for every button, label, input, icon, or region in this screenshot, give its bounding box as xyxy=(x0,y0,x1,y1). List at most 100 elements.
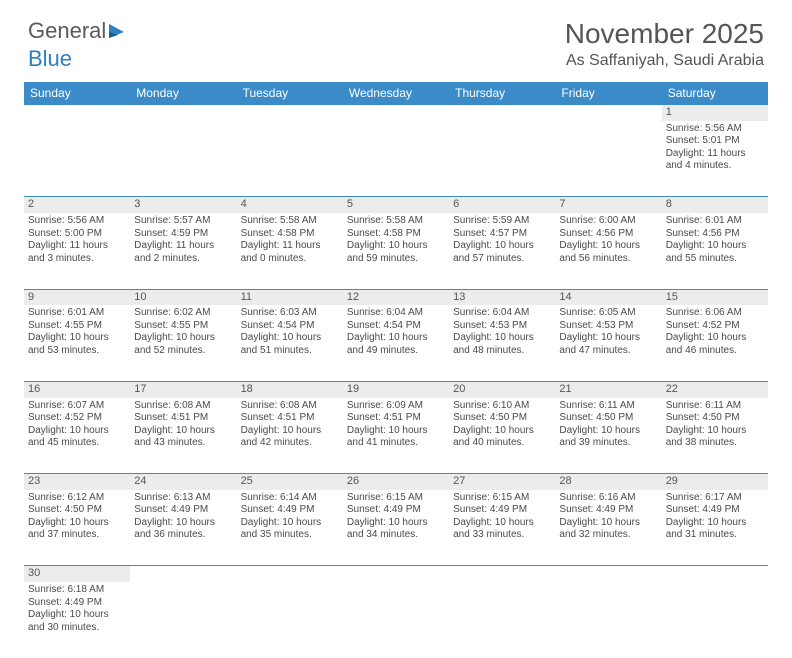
empty-cell xyxy=(343,582,449,658)
sunset-line: Sunset: 4:50 PM xyxy=(28,504,126,517)
sunset-line: Sunset: 4:56 PM xyxy=(559,228,657,241)
sunrise-line: Sunrise: 6:13 AM xyxy=(134,492,232,505)
sunset-line: Sunset: 4:49 PM xyxy=(559,504,657,517)
day-cell: Sunrise: 5:59 AMSunset: 4:57 PMDaylight:… xyxy=(449,213,555,289)
daylight-line: Daylight: 10 hours and 31 minutes. xyxy=(666,517,764,542)
sunset-line: Sunset: 4:51 PM xyxy=(347,412,445,425)
day-number: 15 xyxy=(662,289,768,305)
day-cell: Sunrise: 6:04 AMSunset: 4:53 PMDaylight:… xyxy=(449,305,555,381)
day-cell: Sunrise: 5:58 AMSunset: 4:58 PMDaylight:… xyxy=(237,213,343,289)
daylight-line: Daylight: 10 hours and 46 minutes. xyxy=(666,332,764,357)
sunrise-line: Sunrise: 6:07 AM xyxy=(28,400,126,413)
sunrise-line: Sunrise: 6:09 AM xyxy=(347,400,445,413)
daylight-line: Daylight: 10 hours and 49 minutes. xyxy=(347,332,445,357)
day-cell: Sunrise: 6:08 AMSunset: 4:51 PMDaylight:… xyxy=(130,398,236,474)
daylight-line: Daylight: 10 hours and 52 minutes. xyxy=(134,332,232,357)
empty-cell xyxy=(237,582,343,658)
day-cell: Sunrise: 6:15 AMSunset: 4:49 PMDaylight:… xyxy=(343,490,449,566)
sunset-line: Sunset: 4:50 PM xyxy=(666,412,764,425)
data-row: Sunrise: 5:56 AMSunset: 5:01 PMDaylight:… xyxy=(24,121,768,197)
empty-cell xyxy=(237,105,343,121)
day-number: 21 xyxy=(555,381,661,397)
day-number: 13 xyxy=(449,289,555,305)
data-row: Sunrise: 5:56 AMSunset: 5:00 PM Daylight:… xyxy=(24,213,768,289)
day-number: 8 xyxy=(662,197,768,213)
daylight-line: Daylight: 10 hours and 36 minutes. xyxy=(134,517,232,542)
daylight-line: Daylight: 10 hours and 35 minutes. xyxy=(241,517,339,542)
sunrise-line: Sunrise: 5:56 AM xyxy=(666,123,764,136)
sunrise-line: Sunrise: 5:58 AM xyxy=(347,215,445,228)
daylight-line: Daylight: 10 hours and 39 minutes. xyxy=(559,425,657,450)
day-number: 11 xyxy=(237,289,343,305)
daylight-line: Daylight: 10 hours and 59 minutes. xyxy=(347,240,445,265)
empty-cell xyxy=(237,566,343,582)
day-cell: Sunrise: 5:56 AMSunset: 5:01 PMDaylight:… xyxy=(662,121,768,197)
daynum-row: 30 xyxy=(24,566,768,582)
day-cell: Sunrise: 5:57 AMSunset: 4:59 PMDaylight:… xyxy=(130,213,236,289)
day-cell: Sunrise: 6:04 AMSunset: 4:54 PMDaylight:… xyxy=(343,305,449,381)
day-number: 7 xyxy=(555,197,661,213)
sunset-line: Sunset: 4:54 PM xyxy=(241,320,339,333)
daynum-row: 1 xyxy=(24,105,768,121)
sunrise-line: Sunrise: 6:18 AM xyxy=(28,584,126,597)
daynum-row: 16171819202122 xyxy=(24,381,768,397)
day-cell: Sunrise: 6:11 AMSunset: 4:50 PMDaylight:… xyxy=(555,398,661,474)
sunrise-line: Sunrise: 5:56 AM xyxy=(28,215,126,228)
sunset-line: Sunset: 4:52 PM xyxy=(28,412,126,425)
day-number: 12 xyxy=(343,289,449,305)
day-cell: Sunrise: 5:56 AMSunset: 5:00 PMDaylight:… xyxy=(24,213,130,289)
data-row: Sunrise: 6:01 AMSunset: 4:55 PMDaylight:… xyxy=(24,305,768,381)
day-cell: Sunrise: 6:00 AMSunset: 4:56 PMDaylight:… xyxy=(555,213,661,289)
empty-cell xyxy=(449,566,555,582)
daylight-line: Daylight: 10 hours and 47 minutes. xyxy=(559,332,657,357)
sunset-line: Sunset: 5:00 PM xyxy=(28,228,126,241)
empty-cell xyxy=(343,105,449,121)
day-cell: Sunrise: 6:10 AMSunset: 4:50 PMDaylight:… xyxy=(449,398,555,474)
sunset-line: Sunset: 4:49 PM xyxy=(28,597,126,610)
daynum-row: 2345678 xyxy=(24,197,768,213)
empty-cell xyxy=(555,582,661,658)
sunrise-line: Sunrise: 6:14 AM xyxy=(241,492,339,505)
day-number: 20 xyxy=(449,381,555,397)
empty-cell xyxy=(130,582,236,658)
empty-cell xyxy=(130,105,236,121)
sunset-line: Sunset: 4:58 PM xyxy=(241,228,339,241)
day-number: 4 xyxy=(237,197,343,213)
sunset-line: Sunset: 4:49 PM xyxy=(453,504,551,517)
data-row: Sunrise: 6:12 AMSunset: 4:50 PMDaylight:… xyxy=(24,490,768,566)
empty-cell xyxy=(449,105,555,121)
sunset-line: Sunset: 4:49 PM xyxy=(666,504,764,517)
daylight-line: Daylight: 10 hours and 40 minutes. xyxy=(453,425,551,450)
daylight-line: Daylight: 10 hours and 57 minutes. xyxy=(453,240,551,265)
day-number: 10 xyxy=(130,289,236,305)
sunrise-line: Sunrise: 6:16 AM xyxy=(559,492,657,505)
empty-cell xyxy=(343,566,449,582)
day-cell: Sunrise: 6:12 AMSunset: 4:50 PMDaylight:… xyxy=(24,490,130,566)
daylight-line: Daylight: 10 hours and 53 minutes. xyxy=(28,332,126,357)
daylight-line: Daylight: 10 hours and 48 minutes. xyxy=(453,332,551,357)
sunset-line: Sunset: 4:56 PM xyxy=(666,228,764,241)
daylight-line: Daylight: 10 hours and 56 minutes. xyxy=(559,240,657,265)
sunrise-line: Sunrise: 6:11 AM xyxy=(559,400,657,413)
daylight-line: Daylight: 11 hours and 4 minutes. xyxy=(666,148,764,173)
sunrise-line: Sunrise: 6:00 AM xyxy=(559,215,657,228)
weekday-header-row: SundayMondayTuesdayWednesdayThursdayFrid… xyxy=(24,82,768,105)
sunrise-line: Sunrise: 6:03 AM xyxy=(241,307,339,320)
day-cell: Sunrise: 6:13 AMSunset: 4:49 PMDaylight:… xyxy=(130,490,236,566)
day-cell: Sunrise: 6:16 AMSunset: 4:49 PMDaylight:… xyxy=(555,490,661,566)
daylight-line: Daylight: 10 hours and 37 minutes. xyxy=(28,517,126,542)
day-cell: Sunrise: 6:06 AMSunset: 4:52 PMDaylight:… xyxy=(662,305,768,381)
empty-cell xyxy=(343,121,449,197)
daylight-line: Daylight: 10 hours and 55 minutes. xyxy=(666,240,764,265)
weekday-header: Thursday xyxy=(449,82,555,105)
empty-cell xyxy=(449,121,555,197)
day-number: 16 xyxy=(24,381,130,397)
sunset-line: Sunset: 4:49 PM xyxy=(134,504,232,517)
data-row: Sunrise: 6:18 AMSunset: 4:49 PMDaylight:… xyxy=(24,582,768,658)
data-row: Sunrise: 6:07 AMSunset: 4:52 PM Daylight:… xyxy=(24,398,768,474)
day-cell: Sunrise: 6:17 AMSunset: 4:49 PMDaylight:… xyxy=(662,490,768,566)
sunrise-line: Sunrise: 6:08 AM xyxy=(241,400,339,413)
daylight-line: Daylight: 10 hours and 38 minutes. xyxy=(666,425,764,450)
day-cell: Sunrise: 6:01 AMSunset: 4:55 PMDaylight:… xyxy=(24,305,130,381)
day-number: 26 xyxy=(343,474,449,490)
